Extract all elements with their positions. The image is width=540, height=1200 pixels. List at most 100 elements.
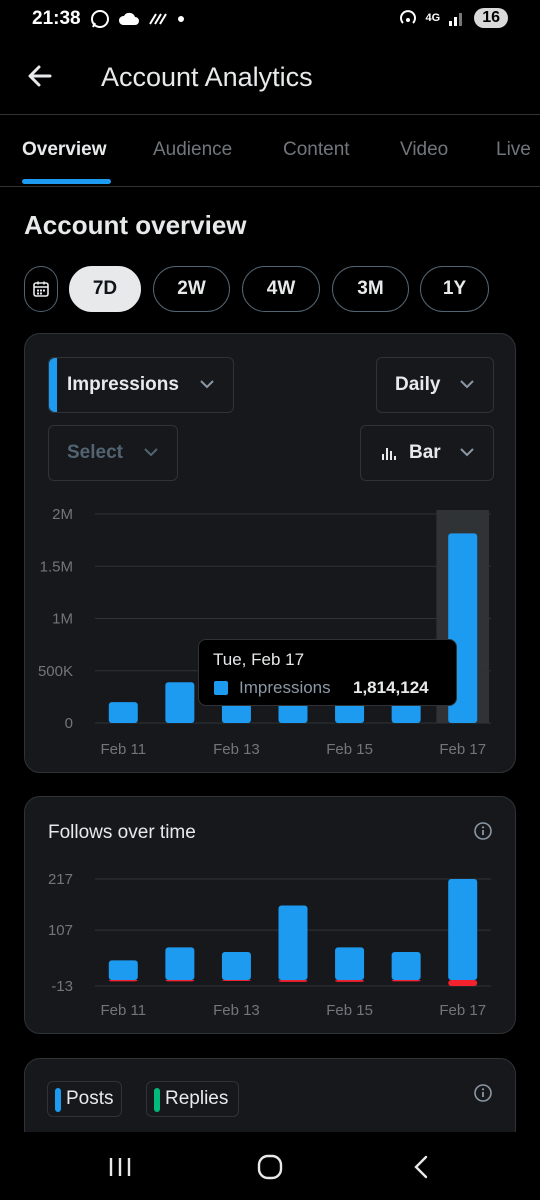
bar-series-0-feb-13 bbox=[221, 952, 251, 980]
x-tick-label: Feb 15 bbox=[326, 741, 373, 758]
bar-impressions-feb-13 bbox=[221, 702, 251, 723]
status-bar: 21:38 4G 16 bbox=[0, 0, 540, 40]
y-tick-label: 1M bbox=[52, 611, 73, 628]
impressions-card: Impressions Daily Select Bar 0 500K 1M 1.5M… bbox=[24, 333, 516, 773]
bar-series-0-feb-16 bbox=[391, 952, 421, 980]
bar-impressions-feb-11 bbox=[108, 702, 138, 723]
signal-bars-icon bbox=[449, 13, 463, 26]
follows-card: Follows over time -13 107 217 Feb 11 Feb 13 F… bbox=[24, 796, 516, 1034]
legend-posts[interactable]: Posts bbox=[47, 1081, 122, 1117]
bar-series-1-feb-13 bbox=[221, 979, 251, 981]
chart-type-dropdown-label: Bar bbox=[409, 442, 441, 463]
metric-color-accent bbox=[49, 358, 57, 412]
battery-icon: 16 bbox=[474, 8, 508, 28]
hotspot-icon bbox=[399, 10, 416, 24]
chevron-down-icon bbox=[200, 380, 214, 389]
arrow-left-icon[interactable] bbox=[22, 58, 58, 94]
bar-series-0-feb-17 bbox=[448, 879, 478, 980]
impressions-chart: 0 500K 1M 1.5M 2M Feb 11 Feb 13 Feb 15 Feb 17 bbox=[38, 506, 491, 758]
y-tick-label: 217 bbox=[48, 871, 73, 888]
metric-dropdown-label: Impressions bbox=[67, 374, 179, 395]
calendar-icon bbox=[33, 281, 49, 297]
back-nav-icon[interactable] bbox=[407, 1152, 437, 1182]
chart-tooltip: Tue, Feb 17 Impressions 1,814,124 bbox=[198, 639, 457, 706]
chevron-down-icon bbox=[144, 448, 158, 457]
x-tick-label: Feb 15 bbox=[326, 1002, 373, 1019]
y-tick-label: 107 bbox=[48, 922, 73, 939]
tab-video[interactable]: Video bbox=[400, 139, 449, 160]
interval-dropdown-label: Daily bbox=[395, 374, 441, 395]
active-tab-indicator bbox=[22, 179, 111, 184]
x-tick-label: Feb 17 bbox=[439, 741, 486, 758]
tab-overview[interactable]: Overview bbox=[22, 139, 107, 160]
tooltip-series-name: Impressions bbox=[239, 678, 331, 697]
x-tick-label: Feb 13 bbox=[213, 1002, 260, 1019]
range-3m-button[interactable]: 3M bbox=[332, 266, 409, 312]
chevron-down-icon bbox=[460, 380, 474, 389]
bar-impressions-feb-15 bbox=[335, 702, 365, 723]
follows-card-title: Follows over time bbox=[48, 822, 196, 843]
status-notification-icons bbox=[90, 9, 186, 29]
status-system-icons: 4G 16 bbox=[398, 8, 508, 28]
network-type: 4G bbox=[425, 12, 441, 24]
compare-dropdown[interactable]: Select bbox=[48, 425, 178, 481]
info-icon[interactable] bbox=[473, 1083, 493, 1103]
dot-icon bbox=[178, 16, 184, 22]
chevron-down-icon bbox=[460, 448, 474, 457]
calendar-button[interactable] bbox=[24, 266, 58, 312]
bar-series-0-feb-14 bbox=[278, 905, 308, 980]
tab-content[interactable]: Content bbox=[283, 139, 350, 160]
whatsapp-icon bbox=[91, 10, 109, 28]
x-tick-label: Feb 13 bbox=[213, 741, 260, 758]
legend-replies-label: Replies bbox=[165, 1088, 229, 1109]
bar-impressions-feb-14 bbox=[278, 702, 308, 723]
bar-series-1-feb-12 bbox=[165, 979, 195, 982]
tab-audience[interactable]: Audience bbox=[153, 139, 233, 160]
chart-type-dropdown[interactable]: Bar bbox=[360, 425, 494, 481]
app-header: Account Analytics bbox=[0, 40, 540, 115]
info-icon[interactable] bbox=[473, 821, 493, 841]
bar-series-0-feb-12 bbox=[165, 947, 195, 980]
range-7d-button[interactable]: 7D bbox=[69, 266, 141, 312]
status-time: 21:38 bbox=[32, 8, 81, 29]
x-tick-label: Feb 17 bbox=[439, 1002, 486, 1019]
tab-live[interactable]: Live bbox=[496, 139, 531, 160]
system-nav-bar bbox=[0, 1132, 540, 1200]
tooltip-value: 1,814,124 bbox=[353, 678, 429, 697]
signal-stripes-icon bbox=[149, 13, 167, 25]
y-tick-label: -13 bbox=[51, 978, 73, 995]
tab-bar: Overview Audience Content Video Live bbox=[0, 115, 540, 187]
bar-series-1-feb-11 bbox=[108, 979, 138, 982]
interval-dropdown[interactable]: Daily bbox=[376, 357, 494, 413]
bar-series-1-feb-17 bbox=[448, 979, 478, 986]
follows-chart: -13 107 217 Feb 11 Feb 13 Feb 15 Feb 17 bbox=[48, 871, 491, 1019]
tooltip-date: Tue, Feb 17 bbox=[213, 650, 305, 669]
y-tick-label: 0 bbox=[65, 715, 73, 732]
range-4w-button[interactable]: 4W bbox=[242, 266, 320, 312]
replies-swatch bbox=[154, 1088, 160, 1112]
legend-replies[interactable]: Replies bbox=[146, 1081, 239, 1117]
bar-series-1-feb-15 bbox=[335, 979, 365, 982]
bar-series-1-feb-14 bbox=[278, 979, 308, 982]
bar-impressions-feb-16 bbox=[391, 702, 421, 723]
posts-swatch bbox=[55, 1088, 61, 1112]
bar-series-1-feb-16 bbox=[391, 979, 421, 982]
x-tick-label: Feb 11 bbox=[100, 741, 146, 758]
section-title: Account overview bbox=[24, 210, 247, 240]
recent-apps-icon[interactable] bbox=[105, 1152, 135, 1182]
bar-impressions-feb-12 bbox=[165, 682, 195, 723]
range-1y-button[interactable]: 1Y bbox=[420, 266, 489, 312]
y-tick-label: 1.5M bbox=[40, 558, 73, 575]
page-title: Account Analytics bbox=[101, 62, 313, 92]
metric-dropdown[interactable]: Impressions bbox=[48, 357, 234, 413]
range-2w-button[interactable]: 2W bbox=[153, 266, 230, 312]
y-tick-label: 2M bbox=[52, 506, 73, 523]
y-tick-label: 500K bbox=[38, 663, 73, 680]
bar-series-0-feb-15 bbox=[335, 947, 365, 980]
x-tick-label: Feb 11 bbox=[100, 1002, 146, 1019]
legend-posts-label: Posts bbox=[66, 1088, 114, 1109]
home-icon[interactable] bbox=[255, 1152, 285, 1182]
compare-dropdown-label: Select bbox=[67, 442, 123, 463]
tooltip-series-swatch bbox=[214, 681, 228, 695]
bar-series-0-feb-11 bbox=[108, 960, 138, 980]
